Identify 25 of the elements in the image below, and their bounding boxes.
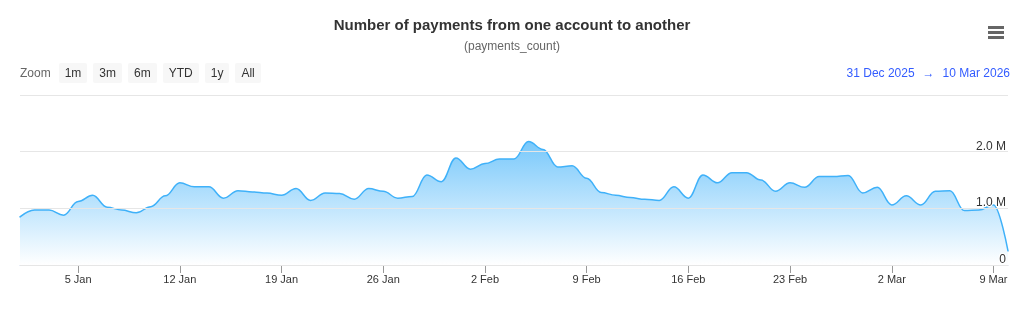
y-tick-label: 1.0 M (975, 195, 1006, 210)
chart-subtitle: (payments_count) (462, 39, 561, 53)
y-tick-label: 0 (999, 252, 1007, 266)
text: 6m (128, 63, 157, 83)
x-tick-label: 23 Feb (772, 272, 808, 285)
x-tick-label: 16 Feb (671, 272, 706, 285)
text: All (235, 63, 261, 83)
y-tick-label: 2.0 M (975, 138, 1006, 153)
x-tick-label: 2 Feb (470, 272, 500, 285)
x-tick-label: 2 Mar (877, 272, 907, 285)
text: Zoom (20, 66, 51, 80)
text: → (922, 66, 935, 80)
x-tick-label: 9 Feb (572, 272, 601, 285)
text: YTD (162, 63, 199, 83)
chart-title: Number of payments from one account to another (332, 16, 692, 33)
text: 1y (204, 63, 230, 83)
text: 31 Dec 2025 (846, 66, 915, 80)
x-tick-label: 26 Jan (366, 272, 400, 285)
x-tick-label: 19 Jan (265, 272, 299, 285)
x-tick-label: 5 Jan (64, 272, 92, 285)
text: 1m (58, 63, 88, 83)
text: 10 Mar 2026 (942, 66, 1010, 80)
x-tick-label: 9 Mar (979, 272, 1008, 285)
text: 3m (93, 63, 123, 83)
x-tick-label: 12 Jan (163, 272, 197, 285)
